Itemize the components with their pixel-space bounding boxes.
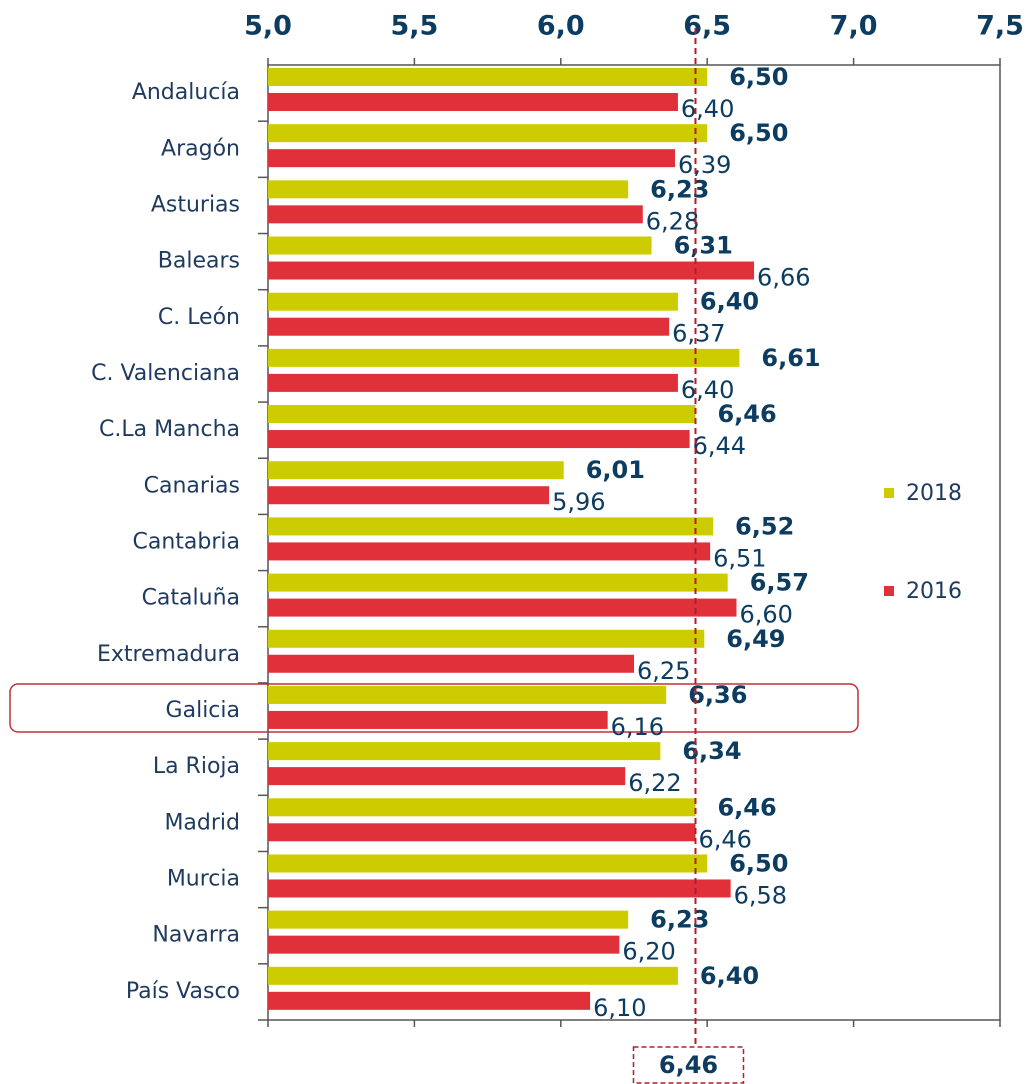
bar — [268, 854, 708, 873]
reference-label: 6,46 — [659, 1051, 718, 1079]
bar — [268, 317, 670, 336]
reference-box — [632, 1046, 745, 1084]
bar — [268, 935, 620, 954]
bar — [268, 654, 634, 673]
bar — [268, 261, 755, 280]
y-tick-label: C.La Mancha — [99, 417, 240, 442]
x-tick-label: 5,0 — [244, 11, 292, 42]
value-label: 6,50 — [729, 119, 788, 147]
value-label: 6,28 — [646, 207, 699, 235]
value-label: 6,40 — [681, 95, 734, 123]
bar — [268, 542, 711, 561]
y-tick-label: La Rioja — [153, 754, 240, 779]
value-label: 6,51 — [713, 544, 766, 572]
value-label: 6,46 — [698, 825, 751, 853]
value-label: 6,20 — [622, 938, 675, 966]
bar — [268, 461, 564, 480]
bar — [268, 742, 661, 761]
value-label: 6,60 — [739, 601, 792, 629]
bar — [268, 710, 608, 729]
y-tick-label: Murcia — [167, 867, 240, 892]
bar — [268, 236, 652, 255]
y-tick-label: Cataluña — [142, 586, 240, 611]
bar — [268, 205, 643, 224]
bar — [268, 93, 678, 111]
value-label: 6,01 — [586, 456, 645, 484]
y-tick-label: Aragón — [161, 136, 240, 161]
value-label: 6,40 — [681, 376, 734, 404]
bar — [268, 823, 696, 842]
y-tick-label: Madrid — [164, 810, 240, 835]
highlight-box — [9, 683, 859, 733]
legend-label: 2016 — [906, 579, 962, 604]
value-label: 6,22 — [628, 769, 681, 797]
value-label: 6,10 — [593, 994, 646, 1022]
value-label: 6,36 — [688, 681, 747, 709]
y-tick-label: Canarias — [144, 473, 240, 498]
value-label: 6,46 — [717, 400, 776, 428]
value-label: 6,50 — [729, 849, 788, 877]
value-label: 6,40 — [700, 288, 759, 316]
value-label: 6,37 — [672, 320, 725, 348]
bar — [268, 373, 678, 392]
bar — [268, 124, 708, 143]
y-tick-label: Asturias — [151, 192, 240, 217]
bar — [268, 430, 690, 449]
bar — [268, 180, 629, 199]
bar — [268, 629, 705, 648]
bar — [268, 292, 678, 311]
bar — [268, 910, 629, 929]
value-label: 6,23 — [650, 906, 709, 934]
bar — [268, 68, 708, 86]
value-label: 6,34 — [682, 737, 741, 765]
legend-swatch — [884, 586, 894, 596]
value-label: 6,44 — [693, 432, 746, 460]
y-tick-label: Cantabria — [133, 530, 241, 555]
value-label: 6,58 — [734, 881, 787, 909]
bar — [268, 149, 675, 168]
y-tick-label: C. León — [158, 305, 240, 330]
bar — [268, 517, 714, 536]
bar — [268, 573, 728, 592]
value-label: 6,66 — [757, 264, 810, 292]
y-tick-label: País Vasco — [126, 979, 240, 1004]
y-tick-label: C. Valenciana — [91, 361, 240, 386]
value-label: 6,23 — [650, 175, 709, 203]
value-label: 6,39 — [678, 151, 731, 179]
value-label: 6,25 — [637, 657, 690, 685]
y-tick-label: Navarra — [152, 923, 240, 948]
bar — [268, 966, 678, 985]
bar — [268, 598, 737, 617]
bar — [268, 767, 626, 786]
value-label: 6,40 — [700, 962, 759, 990]
x-tick-label: 7,0 — [830, 11, 878, 42]
value-label: 6,46 — [717, 793, 776, 821]
value-label: 6,50 — [729, 63, 788, 91]
value-label: 6,31 — [674, 232, 733, 260]
bar — [268, 486, 550, 505]
value-label: 6,52 — [735, 512, 794, 540]
bar — [268, 405, 696, 424]
bar — [268, 348, 740, 367]
bar — [268, 798, 696, 817]
y-tick-label: Balears — [158, 249, 240, 274]
y-tick-label: Extremadura — [97, 642, 240, 667]
value-label: 6,61 — [761, 344, 820, 372]
x-tick-label: 6,5 — [683, 11, 731, 42]
value-label: 6,57 — [750, 569, 809, 597]
x-tick-label: 6,0 — [537, 11, 585, 42]
y-tick-label: Andalucía — [132, 80, 240, 105]
y-tick-label: Galicia — [166, 698, 240, 723]
x-tick-label: 5,5 — [390, 11, 438, 42]
value-label: 5,96 — [552, 488, 605, 516]
value-label: 6,16 — [611, 713, 664, 741]
x-tick-label: 7,5 — [976, 11, 1024, 42]
bar — [268, 991, 591, 1010]
legend-swatch — [884, 488, 894, 498]
bar — [268, 879, 731, 898]
value-label: 6,49 — [726, 625, 785, 653]
legend-label: 2018 — [906, 481, 962, 506]
bar — [268, 685, 667, 704]
